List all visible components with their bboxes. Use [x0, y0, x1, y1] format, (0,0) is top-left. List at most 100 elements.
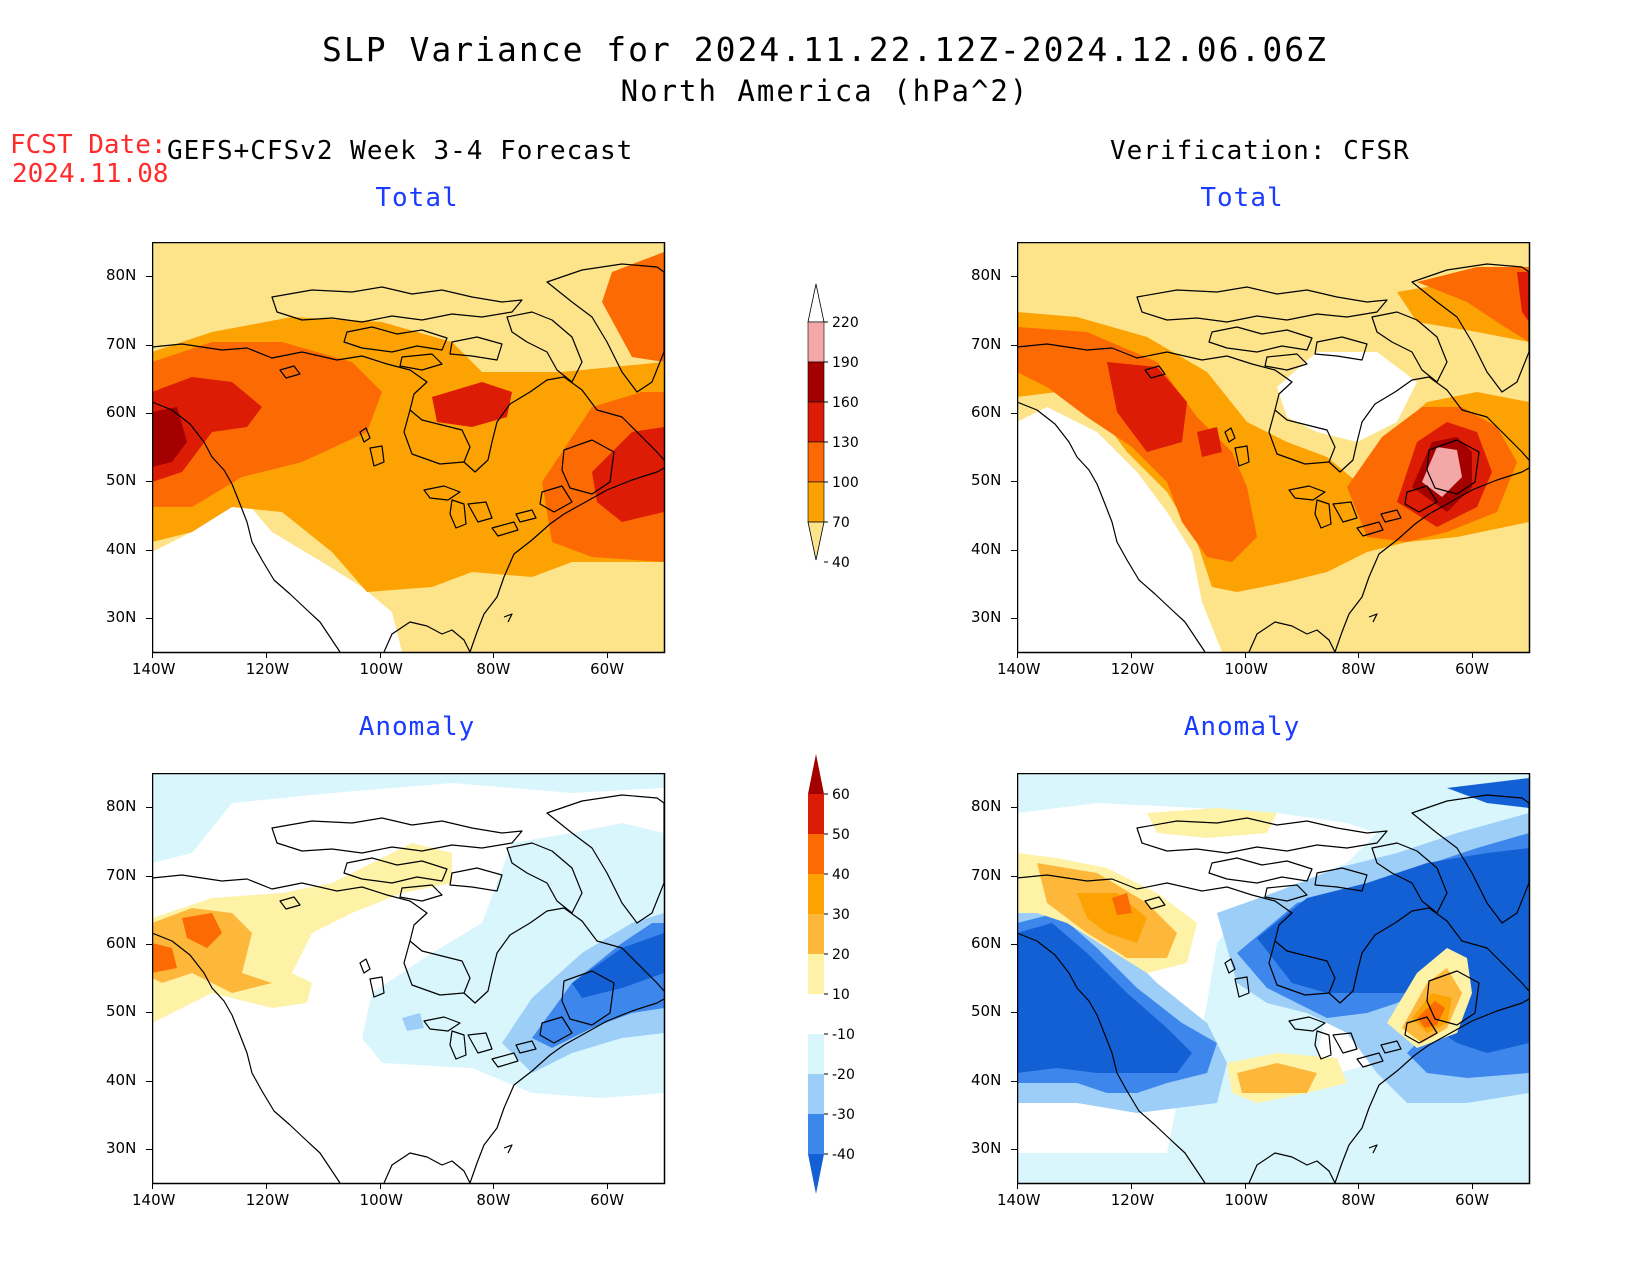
forecast-anomaly-lon-label: 140W	[132, 1191, 176, 1209]
forecast-anomaly-lon-tick	[493, 1183, 495, 1189]
total-colorbar-label: 220	[832, 315, 859, 331]
forecast-anomaly-lat-label: 30N	[106, 1138, 137, 1157]
forecast-anomaly-lat-label: 40N	[106, 1070, 137, 1089]
forecast-total-lat-label: 50N	[106, 471, 137, 490]
verification-total-lon-label: 80W	[1341, 660, 1376, 678]
total-colorbar-body: 220 190 160 130 100 70 40	[807, 283, 859, 571]
verification-total-field	[1017, 242, 1529, 652]
anomaly-colorbar-box	[808, 1114, 824, 1154]
forecast-total-field	[152, 242, 664, 652]
total-colorbar-label: 40	[832, 555, 850, 571]
forecast-anomaly-field	[152, 773, 664, 1183]
verification-total-lon-tick	[1472, 652, 1474, 658]
verification-anomaly-title: Anomaly	[1183, 712, 1301, 742]
forecast-anomaly-title: Anomaly	[358, 712, 476, 742]
verification-total-lat-label: 50N	[971, 471, 1002, 490]
verification-anomaly-lat-label: 40N	[971, 1070, 1002, 1089]
anomaly-colorbar-label: -30	[832, 1107, 855, 1123]
fcst-date-label: FCST Date:	[10, 130, 167, 160]
total-colorbar-box	[807, 441, 825, 483]
forecast-anomaly-lon-tick	[607, 1183, 609, 1189]
total-colorbar-bottom-arrow	[807, 521, 825, 561]
forecast-anomaly-lat-tick	[146, 807, 152, 809]
verification-anomaly-lat-tick	[1011, 1148, 1017, 1150]
forecast-total-lat-label: 60N	[106, 402, 137, 421]
verification-anomaly-lon-label: 80W	[1341, 1191, 1376, 1209]
forecast-total-lat-label: 80N	[106, 266, 137, 285]
forecast-anomaly-lat-tick	[146, 1080, 152, 1082]
forecast-total-lon-label: 100W	[359, 660, 404, 678]
verification-total-lon-label: 100W	[1224, 660, 1269, 678]
verification-anomaly-lon-label: 60W	[1455, 1191, 1490, 1209]
verification-anomaly-lon-tick	[1130, 1183, 1132, 1189]
forecast-anomaly-lat-tick	[146, 943, 152, 945]
forecast-anomaly-lon-tick	[265, 1183, 267, 1189]
anomaly-colorbar-bottom-arrow	[808, 1154, 824, 1194]
verification-total-lon-tick	[1130, 652, 1132, 658]
verification-anomaly-lat-label: 60N	[971, 933, 1002, 952]
anomaly-colorbar-label: 20	[832, 947, 850, 963]
forecast-total-lon-label: 140W	[132, 660, 176, 678]
anomaly-colorbar-box	[808, 1034, 824, 1074]
verification-anomaly-lat-tick	[1011, 1012, 1017, 1014]
verification-column-title: Verification: CFSR	[1110, 136, 1410, 166]
verification-anomaly-lat-tick	[1011, 807, 1017, 809]
verification-total-lat-tick	[1011, 412, 1017, 414]
verification-total-lat-label: 80N	[971, 266, 1002, 285]
verification-anomaly-map	[1017, 773, 1531, 1185]
fcst-date-value: 2024.11.08	[12, 159, 169, 189]
verification-anomaly-lat-label: 70N	[971, 865, 1002, 884]
verification-total-lat-label: 70N	[971, 334, 1002, 353]
forecast-total-lat-tick	[146, 276, 152, 278]
verification-total-lat-tick	[1011, 276, 1017, 278]
anomaly-colorbar-box	[808, 954, 824, 994]
verification-anomaly-lon-tick	[1244, 1183, 1246, 1189]
verification-anomaly-lon-label: 120W	[1110, 1191, 1155, 1209]
forecast-total-lon-tick	[379, 652, 381, 658]
anomaly-colorbar-label: 40	[832, 867, 850, 883]
page-subtitle: North America (hPa^2)	[620, 74, 1030, 108]
anomaly-colorbar-label: 10	[832, 987, 850, 1003]
anomaly-colorbar-label: 30	[832, 907, 850, 923]
total-colorbar: 220 190 160 130 100 70 40	[807, 283, 859, 571]
verification-total-map	[1017, 242, 1531, 654]
forecast-total-lat-tick	[146, 481, 152, 483]
forecast-anomaly-lon-tick	[379, 1183, 381, 1189]
verification-anomaly-lat-tick	[1011, 875, 1017, 877]
anomaly-colorbar-label: 60	[832, 787, 850, 803]
anomaly-colorbar-label: -10	[832, 1027, 855, 1043]
forecast-anomaly-lon-tick	[152, 1183, 153, 1189]
verification-total-lat-tick	[1011, 344, 1017, 346]
forecast-anomaly-lat-tick	[146, 1012, 152, 1014]
anomaly-colorbar-box	[808, 914, 824, 954]
anomaly-colorbar-box	[808, 1074, 824, 1114]
forecast-anomaly-map	[152, 773, 666, 1185]
forecast-anomaly-lat-tick	[146, 875, 152, 877]
verification-total-lat-tick	[1011, 617, 1017, 619]
forecast-total-lon-tick	[607, 652, 609, 658]
total-colorbar-box	[807, 401, 825, 443]
verification-total-lon-tick	[1244, 652, 1246, 658]
forecast-column-title: GEFS+CFSv2 Week 3-4 Forecast	[167, 136, 634, 166]
verification-anomaly-field	[1017, 773, 1529, 1183]
total-colorbar-label: 130	[832, 435, 859, 451]
verification-anomaly-lon-tick	[1358, 1183, 1360, 1189]
forecast-anomaly-lat-label: 80N	[106, 797, 137, 816]
total-colorbar-label: 160	[832, 395, 859, 411]
forecast-total-lat-tick	[146, 549, 152, 551]
forecast-anomaly-lon-label: 100W	[359, 1191, 404, 1209]
forecast-anomaly-lon-label: 120W	[245, 1191, 290, 1209]
verification-anomaly-lon-tick	[1472, 1183, 1474, 1189]
total-colorbar-label: 100	[832, 475, 859, 491]
forecast-total-lon-label: 60W	[590, 660, 625, 678]
forecast-anomaly-lat-tick	[146, 1148, 152, 1150]
anomaly-colorbar-body: 60 50 40 30 20 10 -10 -20 -30 -40	[808, 754, 855, 1194]
anomaly-colorbar: 60 50 40 30 20 10 -10 -20 -30 -40	[808, 754, 855, 1194]
anomaly-colorbar-box	[808, 794, 824, 834]
anomaly-colorbar-label: -20	[832, 1067, 855, 1083]
forecast-anomaly-lat-label: 50N	[106, 1002, 137, 1021]
anomaly-colorbar-box	[808, 834, 824, 874]
total-colorbar-box	[807, 361, 825, 403]
forecast-total-lon-tick	[493, 652, 495, 658]
verification-total-lat-label: 40N	[971, 539, 1002, 558]
